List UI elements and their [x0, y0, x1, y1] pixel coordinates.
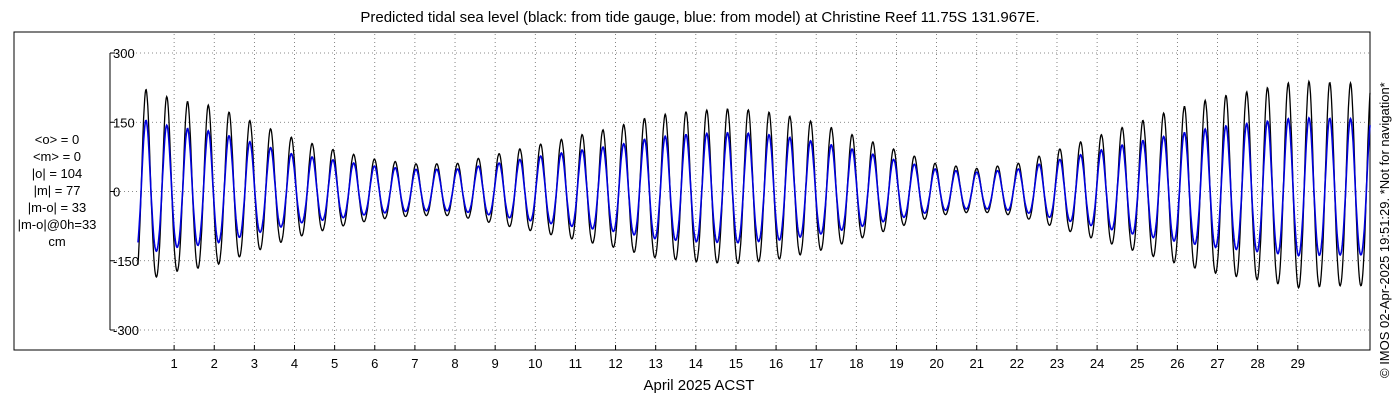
x-axis: 1 2 3 4 5 6 7 8 9 10 11 12 13 14 15 16 17 18 19 20 21 22 23 24 2… — [171, 345, 1305, 371]
stat-mean-obs: <o> = 0 — [34, 132, 80, 147]
y-tick-label: 0 — [113, 185, 120, 200]
stats-panel: <o> = 0 <m> = 0 |o| = 104 |m| = 77 |m-o| = 3… — [8, 131, 106, 250]
x-tick-label: 27 — [1210, 356, 1224, 371]
stat-mean-model: <m> = 0 — [32, 149, 82, 164]
stat-abs-model: |m| = 77 — [33, 183, 81, 198]
y-tick-label: -150 — [113, 254, 139, 269]
stat-abs-diff: |m-o| = 33 — [27, 200, 87, 215]
x-tick-label: 15 — [729, 356, 743, 371]
x-tick-label: 23 — [1050, 356, 1064, 371]
x-tick-label: 16 — [769, 356, 783, 371]
x-tick-label: 7 — [411, 356, 418, 371]
x-tick-label: 10 — [528, 356, 542, 371]
x-tick-label: 1 — [171, 356, 178, 371]
x-tick-label: 29 — [1291, 356, 1305, 371]
x-tick-label: 24 — [1090, 356, 1104, 371]
y-tick-label: -300 — [113, 323, 139, 338]
x-tick-label: 5 — [331, 356, 338, 371]
x-tick-label: 17 — [809, 356, 823, 371]
series-line-model — [137, 116, 1371, 257]
stat-abs-obs: |o| = 104 — [31, 166, 83, 181]
x-tick-label: 19 — [889, 356, 903, 371]
series-line-gauge — [137, 79, 1371, 290]
x-tick-label: 28 — [1250, 356, 1264, 371]
x-tick-label: 18 — [849, 356, 863, 371]
stat-unit: cm — [48, 234, 66, 249]
x-tick-label: 9 — [492, 356, 499, 371]
x-tick-label: 8 — [451, 356, 458, 371]
x-tick-label: 12 — [608, 356, 622, 371]
x-tick-label: 20 — [929, 356, 943, 371]
x-tick-label: 21 — [969, 356, 983, 371]
x-tick-label: 22 — [1010, 356, 1024, 371]
x-tick-label: 4 — [291, 356, 298, 371]
x-axis-title: April 2025 ACST — [644, 377, 755, 394]
y-axis: 300 150 0 -150 -300 — [109, 46, 139, 338]
series-layer — [137, 79, 1371, 290]
x-tick-label: 14 — [689, 356, 703, 371]
y-tick-label: 150 — [113, 115, 135, 130]
plot-frame — [13, 31, 1371, 351]
y-tick-label: 300 — [113, 46, 135, 61]
grid-layer — [112, 34, 1370, 348]
x-tick-label: 25 — [1130, 356, 1144, 371]
x-tick-label: 2 — [211, 356, 218, 371]
x-tick-label: 6 — [371, 356, 378, 371]
chart-title: Predicted tidal sea level (black: from t… — [360, 9, 1040, 26]
x-tick-label: 13 — [648, 356, 662, 371]
x-tick-label: 11 — [569, 356, 583, 371]
x-tick-label: 3 — [251, 356, 258, 371]
stat-abs-diff-0h: |m-o|@0h=33 — [17, 217, 97, 232]
x-tick-label: 26 — [1170, 356, 1184, 371]
